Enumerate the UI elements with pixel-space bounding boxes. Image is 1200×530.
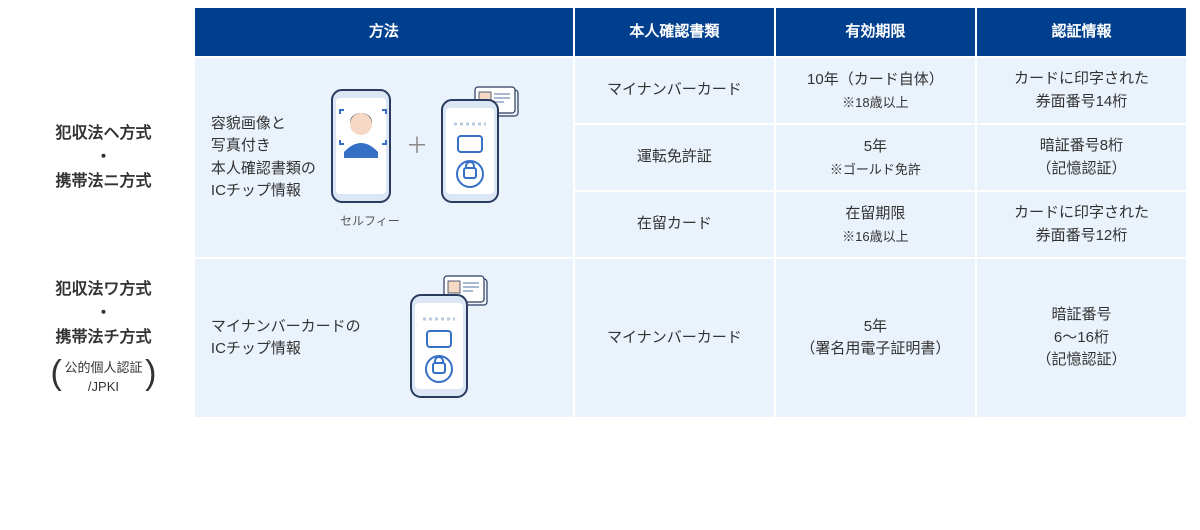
nfc-phone-icon [407,291,471,401]
row2-label-line2: 携帯法チ方式 [55,329,151,346]
row2-validity: 5年 （署名用電子証明書） [775,258,976,418]
row2-label-dot: ・ [95,305,111,322]
row2-auth: 暗証番号 6～16桁 （記憶認証） [976,258,1187,418]
row1-sub2-doc: 運転免許証 [574,124,775,191]
row1-label-dot: ・ [95,149,111,166]
row1-sub3-validity: 在留期限 ※16歳以上 [775,191,976,258]
row1-method-text: 容貌画像と 写真付き 本人確認書類の ICチップ情報 [211,113,316,203]
table-row: 犯収法ヘ方式 ・ 携帯法ニ方式 容貌画像と 写真付き 本人確認書類の ICチップ… [13,57,1187,124]
selfie-caption: セルフィー [340,212,400,230]
row1-label-line2: 携帯法ニ方式 [55,173,151,190]
row2-label: 犯収法ワ方式 ・ 携帯法チ方式 公的個人認証 /JPKI [13,258,194,418]
row1-sub1-doc: マイナンバーカード [574,57,775,124]
row2-illustration [407,275,491,401]
identity-verification-table: 方法 本人確認書類 有効期限 認証情報 犯収法ヘ方式 ・ 携帯法ニ方式 容貌画像… [12,6,1188,419]
header-empty [13,7,194,57]
selfie-phone-icon [326,86,396,206]
header-validity: 有効期限 [775,7,976,57]
header-auth-info: 認証情報 [976,7,1187,57]
row2-method-text: マイナンバーカードの ICチップ情報 [211,316,361,361]
row2-method-cell: マイナンバーカードの ICチップ情報 [194,258,574,418]
row1-sub1-auth: カードに印字された 券面番号14桁 [976,57,1187,124]
row1-sub3-doc: 在留カード [574,191,775,258]
row1-method-cell: 容貌画像と 写真付き 本人確認書類の ICチップ情報 [194,57,574,258]
row2-label-sub: 公的個人認証 /JPKI [50,356,156,399]
row1-illustration: ＋ [326,86,522,230]
header-method: 方法 [194,7,574,57]
table-row: 犯収法ワ方式 ・ 携帯法チ方式 公的個人認証 /JPKI マイナンバーカードの … [13,258,1187,418]
row1-sub1-validity: 10年（カード自体） ※18歳以上 [775,57,976,124]
row2-doc: マイナンバーカード [574,258,775,418]
row2-label-line1: 犯収法ワ方式 [55,281,151,298]
row1-sub2-auth: 暗証番号8桁 （記憶認証） [976,124,1187,191]
row1-sub3-auth: カードに印字された 券面番号12桁 [976,191,1187,258]
row1-label-line1: 犯収法ヘ方式 [55,125,151,142]
row1-sub2-validity: 5年 ※ゴールド免許 [775,124,976,191]
plus-icon: ＋ [406,129,428,162]
header-document: 本人確認書類 [574,7,775,57]
row1-label: 犯収法ヘ方式 ・ 携帯法ニ方式 [13,57,194,258]
nfc-phone-icon [438,96,502,206]
